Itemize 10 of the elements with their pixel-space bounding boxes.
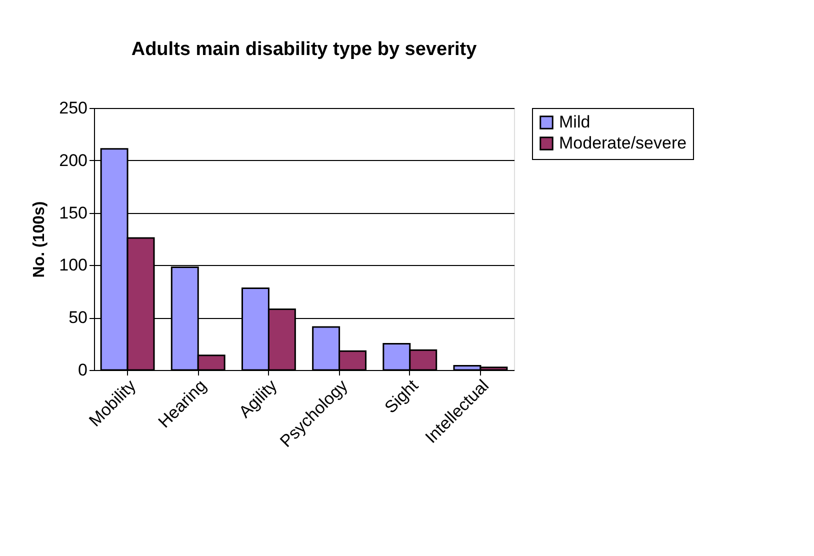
chart-title: Adults main disability type by severity (131, 39, 478, 60)
legend-label: Moderate/severe (559, 134, 687, 152)
y-tick-label: 150 (59, 203, 88, 222)
y-tick-label: 0 (78, 360, 88, 380)
y-tick-label: 250 (59, 98, 88, 118)
y-tick-label: 50 (68, 308, 88, 328)
legend-label: Mild (559, 112, 590, 132)
y-tick-label: 200 (59, 150, 88, 170)
y-axis-title: No. (100s) (31, 201, 48, 278)
y-tick-label: 100 (59, 256, 88, 275)
